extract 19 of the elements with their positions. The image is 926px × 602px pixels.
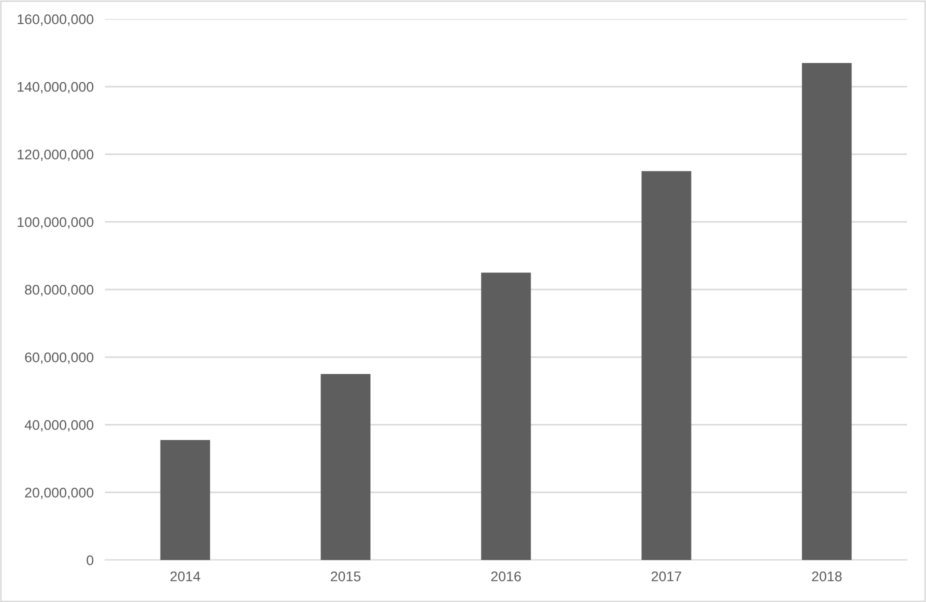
y-tick-label: 60,000,000 <box>25 352 94 364</box>
y-tick-label: 160,000,000 <box>18 14 94 26</box>
y-tick-label: 40,000,000 <box>24 420 94 432</box>
bar <box>160 440 210 560</box>
x-tick-label: 2017 <box>652 571 682 582</box>
x-tick-label: 2018 <box>812 571 842 582</box>
bar <box>320 374 370 560</box>
bar <box>802 62 852 560</box>
y-tick-label: 20,000,000 <box>25 488 94 500</box>
x-tick-label: 2014 <box>170 571 200 582</box>
y-tick-label: 140,000,000 <box>18 82 94 94</box>
bar <box>642 171 692 560</box>
y-tick-label: 80,000,000 <box>24 284 94 296</box>
x-tick-label: 2016 <box>491 571 521 582</box>
x-tick-label: 2015 <box>330 571 360 582</box>
y-tick-label: 100,000,000 <box>18 217 94 229</box>
y-tick-label: 120,000,000 <box>18 150 94 162</box>
bar <box>481 272 531 560</box>
y-tick-label: 0 <box>86 555 94 566</box>
